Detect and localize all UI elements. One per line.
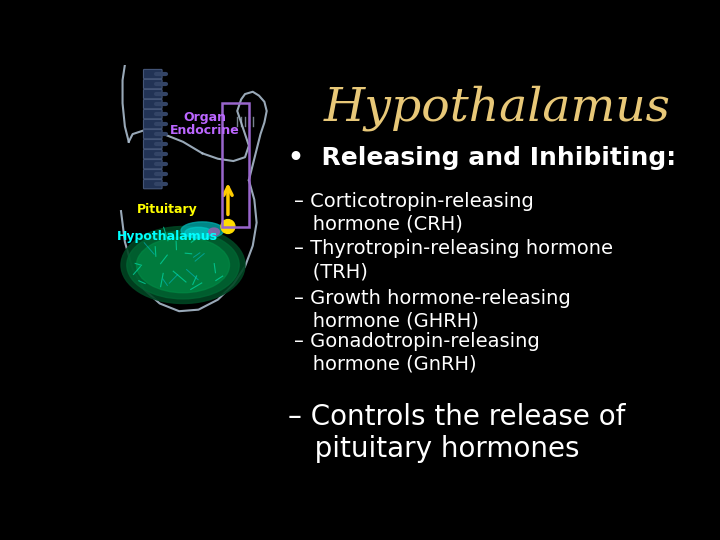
FancyBboxPatch shape — [143, 150, 162, 159]
FancyBboxPatch shape — [143, 139, 162, 148]
Text: – Gonadotropin-releasing
   hormone (GnRH): – Gonadotropin-releasing hormone (GnRH) — [294, 332, 539, 374]
FancyBboxPatch shape — [143, 70, 162, 79]
Text: •  Releasing and Inhibiting:: • Releasing and Inhibiting: — [288, 146, 676, 170]
FancyBboxPatch shape — [143, 99, 162, 109]
Ellipse shape — [127, 231, 239, 299]
Ellipse shape — [209, 228, 220, 236]
Ellipse shape — [121, 226, 245, 303]
Text: Endocrine: Endocrine — [170, 124, 240, 137]
Text: Organ: Organ — [183, 111, 226, 124]
Circle shape — [221, 220, 235, 233]
FancyBboxPatch shape — [143, 110, 162, 119]
Text: – Controls the release of
   pituitary hormones: – Controls the release of pituitary horm… — [288, 403, 626, 463]
Text: Hypothalamus: Hypothalamus — [324, 85, 671, 131]
Text: Pituitary: Pituitary — [137, 204, 197, 217]
Ellipse shape — [185, 227, 212, 238]
Ellipse shape — [137, 237, 230, 293]
FancyBboxPatch shape — [143, 90, 162, 99]
Text: – Corticotropin-releasing
   hormone (CRH): – Corticotropin-releasing hormone (CRH) — [294, 192, 534, 233]
FancyBboxPatch shape — [143, 159, 162, 168]
FancyBboxPatch shape — [143, 170, 162, 179]
FancyBboxPatch shape — [143, 79, 162, 89]
Text: – Growth hormone-releasing
   hormone (GHRH): – Growth hormone-releasing hormone (GHRH… — [294, 288, 570, 330]
FancyBboxPatch shape — [143, 119, 162, 129]
Text: – Thyrotropin-releasing hormone
   (TRH): – Thyrotropin-releasing hormone (TRH) — [294, 239, 613, 281]
Ellipse shape — [181, 222, 224, 239]
Text: Hypothalamus: Hypothalamus — [117, 230, 218, 242]
FancyBboxPatch shape — [143, 130, 162, 139]
FancyBboxPatch shape — [143, 179, 162, 189]
